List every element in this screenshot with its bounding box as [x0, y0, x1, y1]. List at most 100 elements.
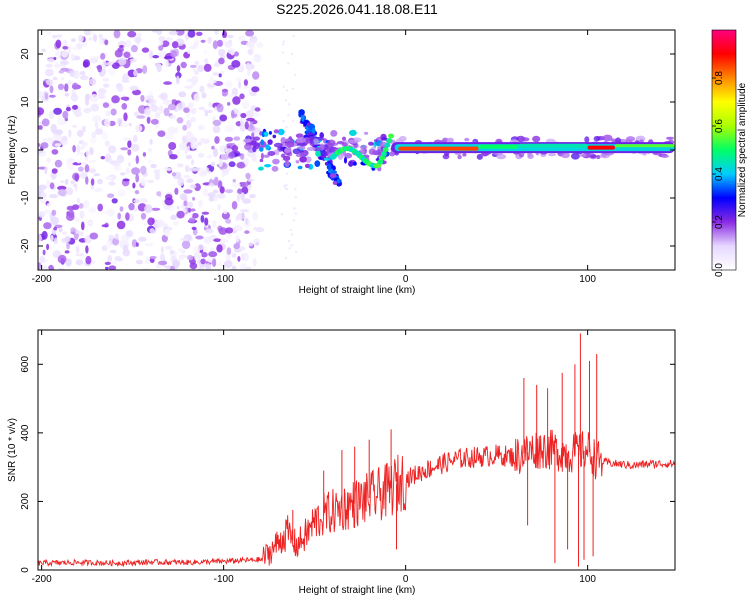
noise-blob	[70, 53, 75, 62]
noise-blob	[65, 258, 72, 267]
noise-blob	[188, 217, 196, 223]
noise-blob	[151, 30, 159, 33]
noise-blob	[251, 86, 260, 93]
noise-blob	[147, 159, 153, 164]
noise-dot	[290, 233, 293, 236]
noise-blob	[244, 217, 249, 225]
noise-blob	[132, 134, 138, 143]
snr-x-ticks: -200 -100 0 100	[32, 330, 596, 585]
noise-blob	[150, 118, 159, 125]
noise-blob	[189, 184, 197, 189]
noise-blob	[247, 89, 251, 93]
noise-blob	[38, 262, 42, 270]
noise-blob	[239, 123, 246, 132]
noise-blob	[172, 220, 180, 226]
noise-blob	[101, 210, 111, 215]
noise-blob	[77, 129, 84, 138]
noise-blob	[144, 204, 153, 214]
noise-blob	[239, 117, 245, 126]
signal-halo	[280, 137, 286, 144]
noise-blob	[256, 42, 264, 48]
noise-blob	[161, 234, 168, 243]
noise-blob	[186, 178, 194, 183]
noise-blob	[223, 209, 228, 215]
noise-blob	[128, 123, 132, 127]
signal-halo	[368, 141, 374, 146]
noise-blob	[227, 34, 234, 39]
noise-blob	[170, 50, 178, 58]
noise-blob	[203, 63, 212, 72]
noise-blob	[213, 238, 222, 242]
noise-blob	[102, 102, 109, 108]
noise-blob	[164, 197, 174, 206]
noise-blob	[107, 193, 115, 198]
noise-blob	[248, 242, 254, 247]
noise-blob	[117, 84, 124, 93]
noise-blob	[41, 48, 46, 53]
noise-dot	[290, 244, 293, 247]
noise-blob	[208, 101, 213, 108]
noise-blob	[190, 77, 197, 87]
snr-x-tick-label: -100	[214, 574, 234, 585]
noise-dot	[281, 43, 285, 46]
noise-blob	[232, 178, 236, 183]
noise-blob	[125, 39, 132, 48]
noise-blob	[58, 227, 63, 233]
onset-blob	[344, 152, 353, 159]
noise-blob	[192, 196, 196, 201]
noise-blob	[82, 61, 89, 68]
onset-curve-blob	[380, 151, 387, 157]
snr-x-tick-label: -200	[32, 574, 52, 585]
signal-halo	[476, 153, 483, 160]
noise-blob	[251, 132, 255, 139]
noise-blob	[184, 165, 190, 173]
noise-blob	[127, 162, 131, 167]
noise-blob	[94, 120, 99, 129]
noise-blob	[163, 107, 170, 117]
noise-blob	[106, 208, 115, 217]
noise-blob	[165, 59, 169, 68]
noise-blob	[162, 99, 173, 106]
noise-blob	[245, 172, 251, 180]
noise-dot	[289, 228, 292, 232]
noise-blob	[98, 92, 105, 100]
spectrogram-x-label: Height of straight line (km)	[299, 285, 416, 296]
noise-blob	[180, 61, 187, 69]
noise-blob	[89, 147, 94, 156]
noise-blob	[228, 161, 236, 168]
noise-blob	[114, 49, 123, 58]
noise-blob	[187, 254, 194, 261]
noise-dot	[285, 89, 289, 92]
noise-blob	[207, 83, 216, 87]
noise-blob	[170, 214, 178, 221]
noise-blob	[218, 260, 223, 267]
spectrogram-x-tick-label: -200	[32, 274, 52, 285]
noise-blob	[110, 108, 117, 116]
noise-blob	[85, 150, 90, 157]
noise-blob	[194, 60, 199, 66]
snr-y-tick-label: 600	[20, 356, 31, 373]
noise-blob	[123, 112, 128, 122]
noise-blob	[183, 107, 190, 113]
signal-halo	[267, 151, 276, 156]
noise-blob	[233, 243, 240, 250]
noise-blob	[76, 152, 85, 156]
noise-blob	[171, 172, 177, 177]
signal-halo	[462, 152, 467, 157]
noise-blob	[197, 142, 202, 146]
noise-blob	[169, 115, 177, 120]
noise-blob	[60, 76, 65, 81]
noise-blob	[102, 77, 110, 82]
spectrogram-x-ticks: -200 -100 0 100	[32, 30, 596, 285]
noise-blob	[160, 253, 165, 261]
noise-blob	[220, 154, 230, 160]
noise-blob	[49, 85, 54, 94]
noise-blob	[212, 148, 219, 158]
noise-blob	[154, 112, 161, 119]
noise-blob	[146, 116, 151, 124]
noise-blob	[221, 211, 230, 220]
noise-blob	[50, 123, 57, 133]
noise-dot	[287, 239, 291, 243]
signal-halo	[593, 135, 601, 142]
noise-blob	[197, 124, 205, 131]
